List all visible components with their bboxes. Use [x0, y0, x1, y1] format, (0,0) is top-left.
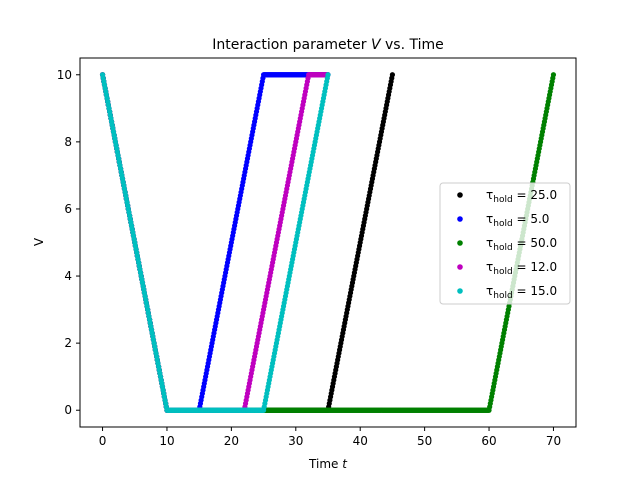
- data-point: [389, 72, 396, 78]
- y-axis: 0 2 4 6 8 10: [57, 68, 80, 417]
- x-tick-label: 30: [288, 434, 303, 448]
- x-tick-label: 40: [353, 434, 368, 448]
- legend-item: τhold = 50.0: [457, 236, 557, 253]
- legend-item: τhold = 12.0: [457, 260, 557, 277]
- x-tick-label: 0: [99, 434, 107, 448]
- x-tick-label: 10: [159, 434, 174, 448]
- chart-title: Interaction parameter V vs. Time: [212, 37, 444, 53]
- x-axis: 0 10 20 30 40 50 60 70: [99, 427, 561, 448]
- plot-area: [99, 72, 557, 413]
- legend-frame: [439, 182, 571, 305]
- legend-marker: [457, 240, 463, 246]
- series-1: [99, 72, 331, 413]
- legend-marker: [457, 264, 463, 270]
- data-point: [550, 72, 557, 78]
- y-axis-label: V: [32, 237, 46, 246]
- y-tick-label: 4: [64, 269, 72, 283]
- x-tick-label: 50: [417, 434, 432, 448]
- legend-label: τhold = 50.0: [486, 236, 557, 253]
- x-tick-label: 70: [546, 434, 561, 448]
- legend-label: τhold = 12.0: [486, 260, 557, 277]
- legend-item: τhold = 25.0: [457, 188, 557, 205]
- x-tick-label: 60: [481, 434, 496, 448]
- series-0: [99, 72, 396, 413]
- legend-label: τhold = 25.0: [486, 188, 557, 205]
- y-tick-label: 2: [64, 336, 72, 350]
- legend-item: τhold = 15.0: [457, 284, 557, 301]
- legend-marker: [457, 216, 463, 222]
- legend: τhold = 25.0 τhold = 5.0 τhold = 50.0 τhold…: [439, 182, 571, 305]
- x-axis-label: Time t: [308, 457, 348, 471]
- series-4: [99, 72, 331, 413]
- x-tick-label: 20: [224, 434, 239, 448]
- legend-marker: [457, 192, 463, 198]
- legend-label: τhold = 15.0: [486, 284, 557, 301]
- y-tick-label: 6: [64, 202, 72, 216]
- data-point: [325, 72, 331, 78]
- y-tick-label: 0: [64, 403, 72, 417]
- legend-label: τhold = 5.0: [486, 212, 549, 229]
- y-tick-label: 8: [64, 135, 72, 149]
- legend-item: τhold = 5.0: [457, 212, 549, 229]
- plot-frame: [79, 57, 577, 428]
- y-tick-label: 10: [57, 68, 72, 82]
- legend-marker: [457, 288, 463, 294]
